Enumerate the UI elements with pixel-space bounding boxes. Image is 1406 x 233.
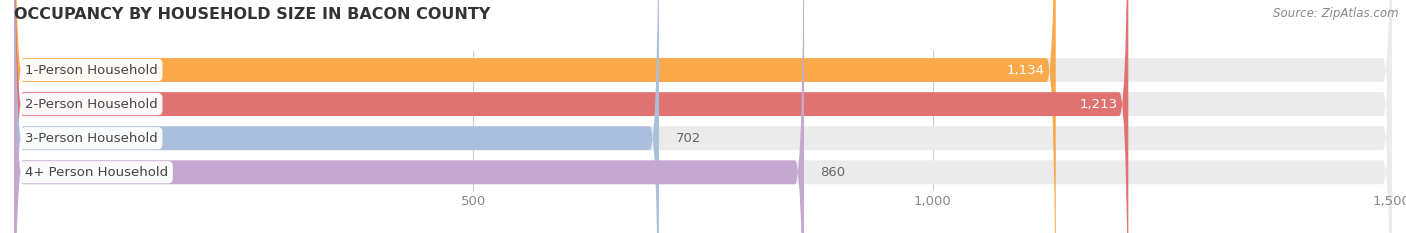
- Text: Source: ZipAtlas.com: Source: ZipAtlas.com: [1274, 7, 1399, 20]
- FancyBboxPatch shape: [14, 0, 1392, 233]
- Text: 1,134: 1,134: [1007, 64, 1045, 76]
- FancyBboxPatch shape: [14, 0, 1392, 233]
- Text: 3-Person Household: 3-Person Household: [25, 132, 157, 145]
- FancyBboxPatch shape: [14, 0, 1392, 233]
- FancyBboxPatch shape: [14, 0, 1128, 233]
- Text: OCCUPANCY BY HOUSEHOLD SIZE IN BACON COUNTY: OCCUPANCY BY HOUSEHOLD SIZE IN BACON COU…: [14, 7, 491, 22]
- FancyBboxPatch shape: [14, 0, 804, 233]
- FancyBboxPatch shape: [14, 0, 1056, 233]
- Text: 860: 860: [821, 166, 845, 179]
- Text: 702: 702: [675, 132, 700, 145]
- Text: 1-Person Household: 1-Person Household: [25, 64, 157, 76]
- Text: 2-Person Household: 2-Person Household: [25, 98, 157, 111]
- FancyBboxPatch shape: [14, 0, 659, 233]
- FancyBboxPatch shape: [14, 0, 1392, 233]
- Text: 4+ Person Household: 4+ Person Household: [25, 166, 169, 179]
- Text: 1,213: 1,213: [1080, 98, 1118, 111]
